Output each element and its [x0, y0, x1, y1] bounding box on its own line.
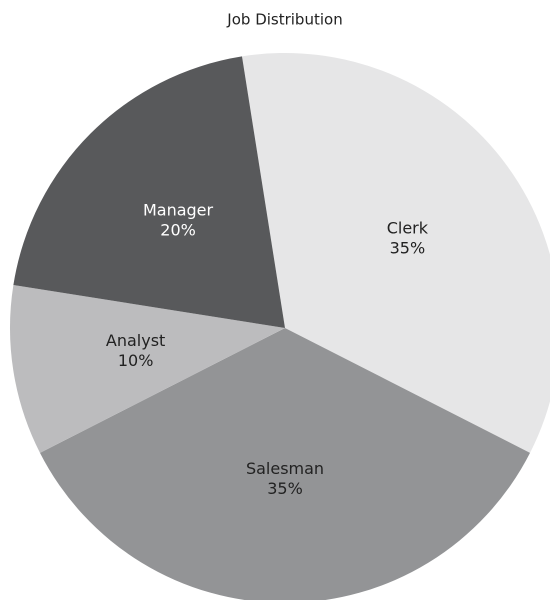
slice-value-label: 35%	[267, 479, 303, 498]
slice-label: Clerk	[387, 219, 429, 238]
pie-slice	[9, 284, 285, 453]
pie-slice	[39, 328, 531, 600]
chart-title: Job Distribution	[226, 11, 342, 29]
slice-label: Analyst	[106, 331, 165, 350]
pie-slice	[13, 56, 285, 328]
slice-value-label: 35%	[390, 239, 426, 258]
slice-label: Manager	[143, 201, 214, 220]
slice-label: Salesman	[246, 459, 324, 478]
slice-value-label: 10%	[118, 351, 154, 370]
pie-slice	[241, 53, 550, 453]
slice-value-label: 20%	[160, 221, 196, 240]
